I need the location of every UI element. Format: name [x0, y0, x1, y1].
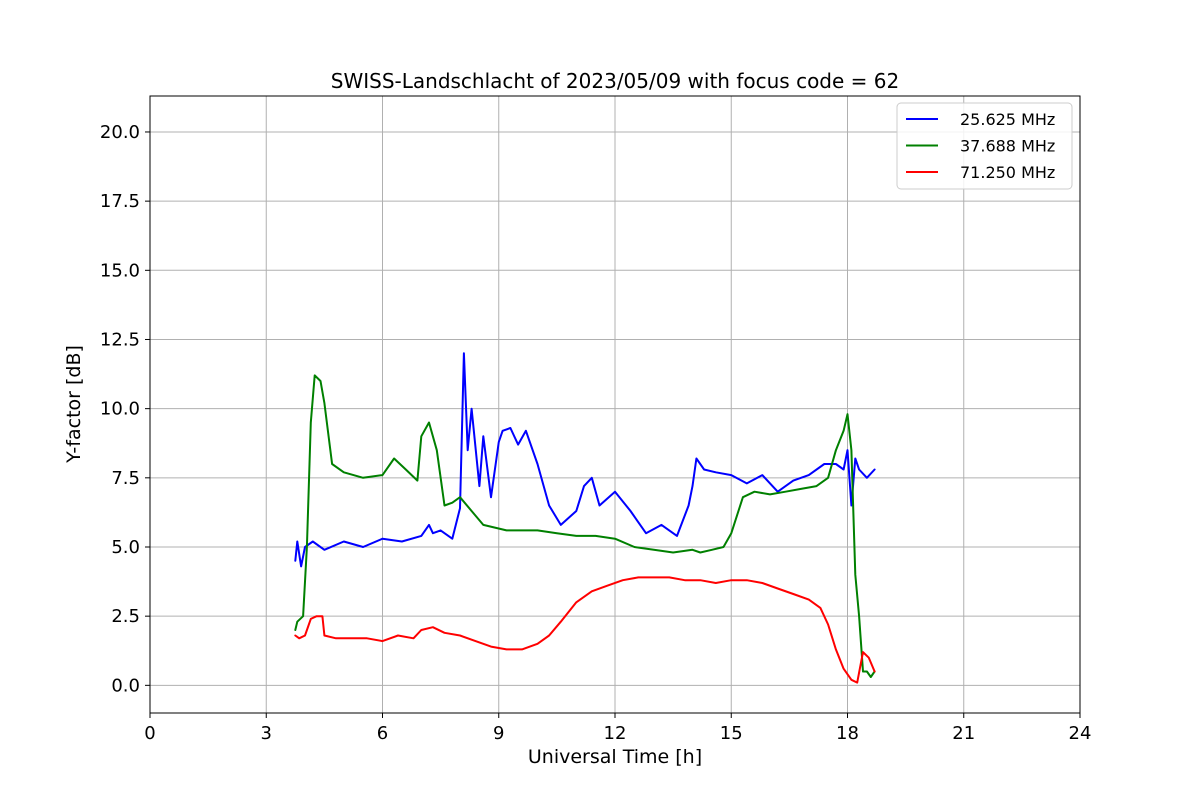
x-axis-ticks: 0 3 6 9 12 15 18 21 24	[144, 713, 1091, 744]
x-tick-label: 0	[144, 723, 155, 744]
y-tick-label: 12.5	[100, 329, 140, 350]
x-tick-label: 3	[261, 723, 272, 744]
x-tick-label: 18	[836, 723, 859, 744]
x-tick-label: 24	[1069, 723, 1092, 744]
series-line	[294, 352, 876, 568]
legend-label: 37.688 MHz	[960, 137, 1055, 156]
x-tick-label: 15	[720, 723, 743, 744]
y-tick-label: 5.0	[111, 537, 140, 558]
x-axis-label: Universal Time [h]	[528, 746, 702, 768]
y-tick-label: 15.0	[100, 260, 140, 281]
x-tick-label: 12	[604, 723, 627, 744]
chart-title: SWISS-Landschlacht of 2023/05/09 with fo…	[331, 69, 899, 93]
x-tick-label: 6	[377, 723, 388, 744]
y-tick-label: 7.5	[111, 468, 140, 489]
y-tick-label: 2.5	[111, 606, 140, 627]
legend: 25.625 MHz 37.688 MHz 71.250 MHz	[896, 102, 1073, 190]
x-tick-label: 9	[493, 723, 504, 744]
legend-label: 71.250 MHz	[960, 163, 1055, 182]
series-line	[294, 576, 876, 684]
x-tick-label: 21	[952, 723, 975, 744]
plot-lines	[294, 352, 876, 684]
y-axis-ticks: 0.0 2.5 5.0 7.5 10.0 12.5 15.0 17.5 20.0	[100, 122, 150, 696]
y-tick-label: 10.0	[100, 399, 140, 420]
legend-label: 25.625 MHz	[960, 110, 1055, 129]
series-line	[294, 374, 876, 678]
y-tick-label: 20.0	[100, 122, 140, 143]
y-tick-label: 17.5	[100, 191, 140, 212]
y-axis-label: Y-factor [dB]	[63, 345, 85, 464]
y-tick-label: 0.0	[111, 675, 140, 696]
legend-box	[896, 102, 1073, 190]
